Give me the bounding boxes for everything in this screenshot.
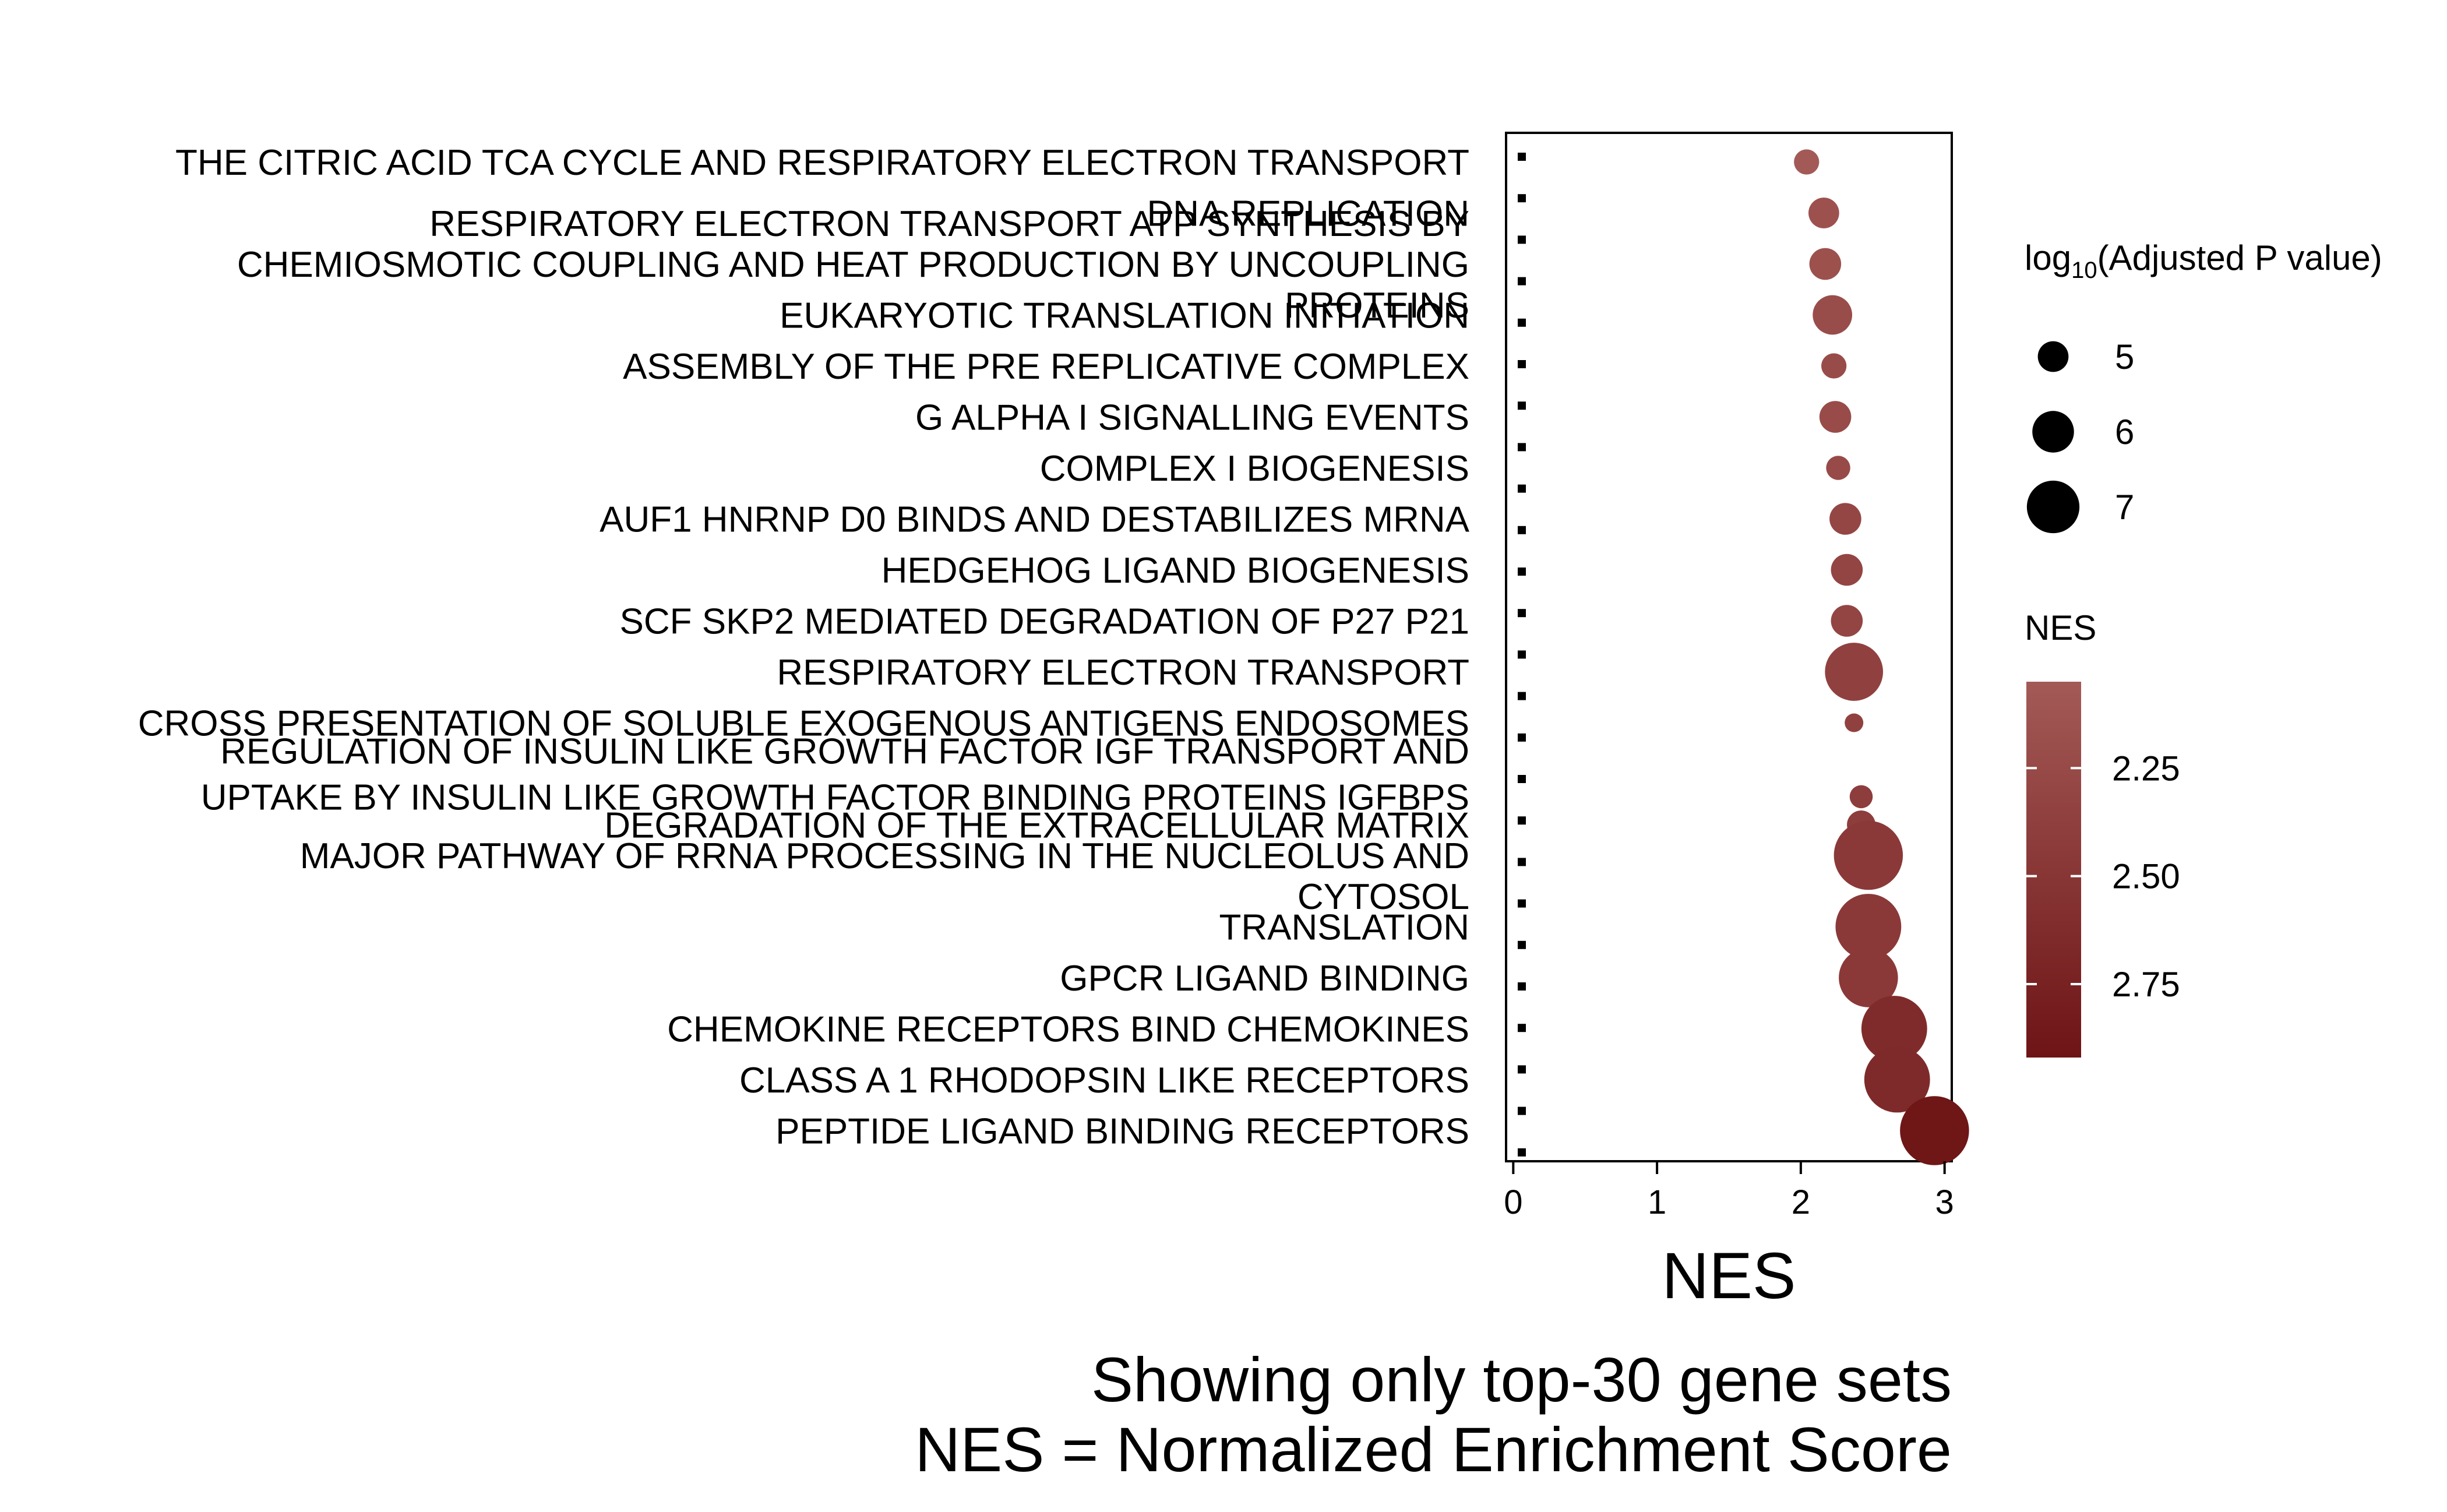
category-label: CHEMOKINE RECEPTORS BIND CHEMOKINES: [667, 1010, 1469, 1050]
y-tick-mark: [1518, 360, 1526, 368]
category-label: TRANSLATION: [1219, 908, 1469, 948]
size-legend-key: [2032, 411, 2074, 453]
dot-column: [1518, 153, 1526, 1157]
category-label: DEGRADATION OF THE EXTRACELLULAR MATRIX: [604, 806, 1469, 846]
y-tick-mark: [1518, 1065, 1526, 1074]
category-label: G ALPHA I SIGNALLING EVENTS: [915, 398, 1469, 438]
x-tick-label: 1: [1648, 1183, 1666, 1221]
size-legend-key: [2026, 480, 2080, 534]
size-legend: log10(Adjusted P value) 5 6 7: [2025, 238, 2382, 534]
data-point: [1900, 1096, 1969, 1165]
plot-panel: [1505, 132, 1953, 1162]
data-point: [1829, 503, 1861, 535]
size-legend-title: log10(Adjusted P value): [2025, 238, 2382, 283]
y-tick-mark: [1518, 318, 1526, 327]
data-point: [1819, 401, 1852, 433]
category-label: REGULATION OF INSULIN LIKE GROWTH FACTOR…: [220, 732, 1469, 772]
color-bar: [2026, 682, 2081, 1058]
y-tick-mark: [1518, 650, 1526, 659]
category-label: PEPTIDE LIGAND BINDING RECEPTORS: [775, 1112, 1469, 1152]
y-tick-mark: [1518, 775, 1526, 783]
color-legend-label: 2.75: [2112, 965, 2180, 1004]
data-point: [1864, 1046, 1930, 1113]
size-legend-label: 5: [2115, 337, 2134, 376]
y-tick-mark: [1518, 401, 1526, 410]
category-label: CHEMIOSMOTIC COUPLING AND HEAT PRODUCTIO…: [237, 245, 1469, 285]
color-legend-title: NES: [2025, 608, 2096, 647]
x-axis: 0 1 2 3: [1504, 1161, 1954, 1221]
color-legend: NES 2.25 2.50 2.75: [2025, 608, 2180, 1058]
y-tick-mark: [1518, 609, 1526, 618]
data-point: [1809, 248, 1842, 280]
data-point: [1826, 456, 1850, 480]
data-points: [1794, 149, 1969, 1165]
y-tick-mark: [1518, 153, 1526, 161]
y-tick-mark: [1518, 1148, 1526, 1157]
category-label: UPTAKE BY INSULIN LIKE GROWTH FACTOR BIN…: [201, 777, 1469, 817]
y-tick-mark: [1518, 733, 1526, 742]
y-tick-mark: [1518, 816, 1526, 825]
y-tick-mark: [1518, 277, 1526, 286]
data-point: [1821, 353, 1847, 379]
x-tick-label: 0: [1504, 1183, 1522, 1221]
data-point: [1813, 295, 1853, 335]
data-point: [1835, 894, 1902, 960]
size-legend-label: 7: [2115, 488, 2134, 527]
caption-line: NES = Normalized Enrichment Score: [915, 1414, 1952, 1485]
y-tick-mark: [1518, 1024, 1526, 1032]
category-label: CROSS PRESENTATION OF SOLUBLE EXOGENOUS …: [138, 704, 1469, 744]
category-label: THE CITRIC ACID TCA CYCLE AND RESPIRATOR…: [175, 143, 1469, 183]
category-label: HEDGEHOG LIGAND BIOGENESIS: [882, 551, 1469, 591]
category-label: CLASS A 1 RHODOPSIN LIKE RECEPTORS: [739, 1060, 1469, 1101]
category-label: PROTEINS: [1285, 286, 1469, 326]
category-label: RESPIRATORY ELECTRON TRANSPORT ATP SYNTH…: [429, 204, 1469, 244]
data-point: [1861, 996, 1927, 1062]
x-tick-label: 2: [1792, 1183, 1810, 1221]
category-labels: THE CITRIC ACID TCA CYCLE AND RESPIRATOR…: [138, 143, 1470, 1152]
data-point: [1808, 198, 1839, 228]
y-tick-mark: [1518, 484, 1526, 493]
category-label: GPCR LIGAND BINDING: [1060, 958, 1469, 999]
color-legend-label: 2.25: [2112, 749, 2180, 788]
category-label: ASSEMBLY OF THE PRE REPLICATIVE COMPLEX: [623, 347, 1469, 387]
data-point: [1794, 149, 1820, 175]
x-axis-title: NES: [1662, 1239, 1796, 1312]
y-tick-mark: [1518, 1106, 1526, 1115]
data-point: [1831, 554, 1863, 586]
data-point: [1831, 605, 1863, 637]
data-point: [1839, 948, 1898, 1007]
data-point: [1834, 820, 1903, 890]
y-tick-mark: [1518, 194, 1526, 203]
data-point: [1825, 643, 1884, 701]
category-label: DNA REPLICATION: [1147, 194, 1469, 234]
y-tick-mark: [1518, 235, 1526, 244]
y-tick-mark: [1518, 858, 1526, 866]
y-tick-mark: [1518, 899, 1526, 908]
y-tick-mark: [1518, 940, 1526, 949]
data-point: [1845, 713, 1864, 732]
size-legend-label: 6: [2115, 413, 2134, 452]
y-tick-mark: [1518, 692, 1526, 700]
data-point: [1849, 785, 1873, 809]
x-tick-label: 3: [1935, 1183, 1954, 1221]
y-tick-mark: [1518, 526, 1526, 534]
y-tick-mark: [1518, 982, 1526, 991]
category-label: RESPIRATORY ELECTRON TRANSPORT: [777, 653, 1469, 693]
category-label: SCF SKP2 MEDIATED DEGRADATION OF P27 P21: [620, 602, 1469, 642]
category-label: EUKARYOTIC TRANSLATION INITIATION: [780, 296, 1469, 336]
category-label: AUF1 HNRNP D0 BINDS AND DESTABILIZES MRN…: [600, 500, 1470, 540]
size-legend-key: [2037, 341, 2069, 372]
caption-line: Showing only top-30 gene sets: [1091, 1344, 1952, 1415]
category-label: CYTOSOL: [1297, 877, 1469, 917]
y-tick-mark: [1518, 568, 1526, 576]
category-label: COMPLEX I BIOGENESIS: [1040, 449, 1469, 489]
y-tick-mark: [1518, 443, 1526, 452]
color-legend-label: 2.50: [2112, 857, 2180, 896]
category-label: MAJOR PATHWAY OF RRNA PROCESSING IN THE …: [300, 836, 1469, 876]
